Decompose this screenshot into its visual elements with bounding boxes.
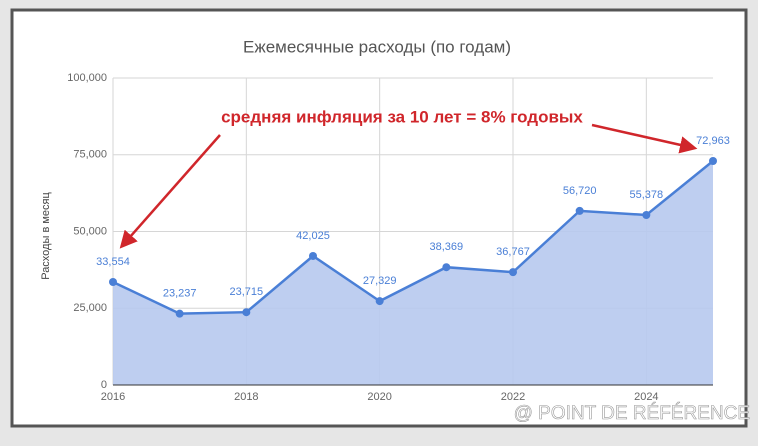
x-tick-label: 2020 [367,391,391,403]
plot-area: 0 25,000 50,000 75,000 100,000 2016 2018 2020 20… [67,72,730,403]
annotation: средняя инфляция за 10 лет = 8% годовых [221,107,583,126]
data-label: 33,554 [96,256,130,268]
point [442,263,451,272]
annotation-arrow [119,134,221,249]
point [642,210,651,219]
point [309,251,317,260]
point [509,268,517,277]
x-tick-label: 2018 [234,391,258,403]
data-label: 72,963 [696,135,730,147]
point [175,309,184,318]
point [375,297,384,306]
line [112,160,714,315]
point [575,206,584,215]
data-label: 23,237 [163,288,197,300]
data-label: 27,329 [363,275,397,287]
data-label: 42,025 [296,230,330,242]
y-tick-label: 50,000 [73,225,107,237]
annotation-arrow [591,123,698,154]
y-tick-label: 75,000 [73,149,107,161]
y-tick-label: 100,000 [67,72,107,84]
y-tick-label: 25,000 [73,302,107,314]
x-tick-label: 2022 [501,391,525,403]
y-axis-label: Расходы в месяц [40,192,52,280]
watermark: @ POINT DE RÉFÉRENCE [514,403,750,424]
chart-title: Ежемесячные расходы (по годам) [243,37,511,56]
data-label: 55,378 [630,189,664,201]
data-label: 23,715 [230,286,264,298]
data-label: 36,767 [496,246,530,258]
area [113,161,713,385]
point [242,308,251,317]
x-tick-label: 2024 [634,391,658,403]
point [709,157,717,166]
x-tick-label: 2016 [101,391,125,403]
point [109,277,117,286]
data-label: 38,369 [430,241,464,253]
data-label: 56,720 [563,185,597,197]
y-tick-label: 0 [101,379,107,391]
